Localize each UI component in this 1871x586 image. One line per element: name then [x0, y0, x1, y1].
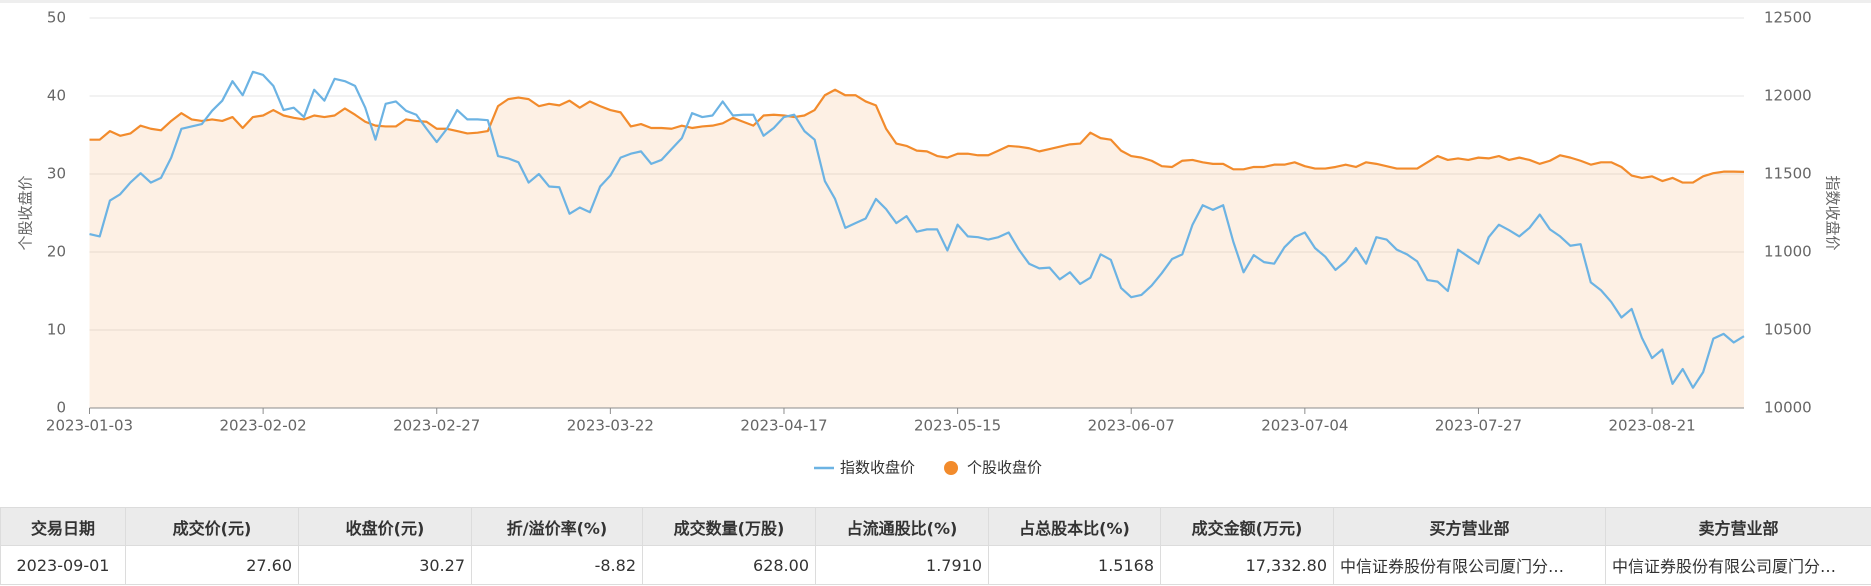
x-tick-label: 2023-07-27 [1435, 417, 1522, 435]
legend-label[interactable]: 指数收盘价 [840, 459, 915, 477]
y-tick-label: 40 [47, 87, 66, 105]
column-header: 收盘价(元) [298, 507, 472, 546]
y-tick-label: 0 [56, 399, 66, 417]
table-body: 2023-09-01 27.60 30.27 -8.82 628.00 1.7910 1.5… [0, 545, 1871, 585]
x-tick-label: 2023-02-02 [220, 417, 307, 435]
table-cell: 30.27 [298, 545, 472, 585]
table-row: 2023-09-01 27.60 30.27 -8.82 628.00 1.7910 1.5… [0, 545, 1871, 585]
y-tick-label: 30 [47, 165, 66, 183]
y-tick-label: 20 [47, 243, 66, 261]
column-header: 占流通股比(%) [815, 507, 989, 546]
table-cell: 1.5168 [988, 545, 1161, 585]
table-cell: 27.60 [125, 545, 299, 585]
column-header: 折/溢价率(%) [471, 507, 643, 546]
y-axis-title: 个股收盘价 [17, 175, 35, 250]
y2-tick-label: 12000 [1764, 87, 1812, 105]
legend-item[interactable]: 指数收盘价 [814, 459, 915, 477]
table-cell: 628.00 [642, 545, 816, 585]
y-tick-label: 10 [47, 321, 66, 339]
chart: 0 10 20 30 40 50 10000 10500 11000 11500 12000 1250… [17, 9, 1842, 477]
table-cell: 中信证券股份有限公司厦门分… [1605, 545, 1871, 585]
y2-tick-label: 12500 [1764, 9, 1812, 27]
legend-icon[interactable] [944, 461, 959, 475]
x-tick-label: 2023-06-07 [1088, 417, 1175, 435]
column-header: 占总股本比(%) [988, 507, 1161, 546]
legend-label[interactable]: 个股收盘价 [967, 459, 1042, 477]
y2-tick-label: 11500 [1764, 165, 1812, 183]
column-header: 成交价(元) [125, 507, 299, 546]
table-cell: 17,332.80 [1160, 545, 1334, 585]
data-table: 交易日期 成交价(元) 收盘价(元) 折/溢价率(%) 成交数量(万股) 占流通股比(%)… [0, 507, 1871, 585]
x-tick-label: 2023-02-27 [393, 417, 480, 435]
series-line [89, 70, 1745, 389]
column-header: 卖方营业部 [1605, 507, 1871, 546]
x-tick-label: 2023-03-22 [567, 417, 654, 435]
column-header: 成交金额(万元) [1160, 507, 1334, 546]
x-tick-label: 2023-01-03 [46, 417, 133, 435]
x-tick-label: 2023-08-21 [1608, 417, 1695, 435]
table-cell: 2023-09-01 [0, 545, 126, 585]
area-fill [89, 89, 1744, 408]
column-header: 买方营业部 [1333, 507, 1606, 546]
table-cell: 1.7910 [815, 545, 989, 585]
y2-axis-title: 指数收盘价 [1824, 175, 1842, 250]
y2-tick-label: 10000 [1764, 399, 1812, 417]
y2-tick-label: 11000 [1764, 243, 1812, 261]
column-header: 交易日期 [0, 507, 126, 546]
top-bar [0, 0, 1871, 3]
column-header: 成交数量(万股) [642, 507, 816, 546]
table-cell: -8.82 [471, 545, 643, 585]
x-tick-label: 2023-04-17 [740, 417, 827, 435]
legend-item[interactable]: 个股收盘价 [944, 459, 1042, 477]
y2-tick-label: 10500 [1764, 321, 1812, 339]
y-tick-label: 50 [47, 9, 66, 27]
header-row: 交易日期 成交价(元) 收盘价(元) 折/溢价率(%) 成交数量(万股) 占流通股比(%)… [0, 507, 1871, 546]
x-tick-label: 2023-07-04 [1261, 417, 1348, 435]
table-cell: 中信证券股份有限公司厦门分… [1333, 545, 1606, 585]
x-tick-label: 2023-05-15 [914, 417, 1001, 435]
series-line [89, 88, 1745, 184]
